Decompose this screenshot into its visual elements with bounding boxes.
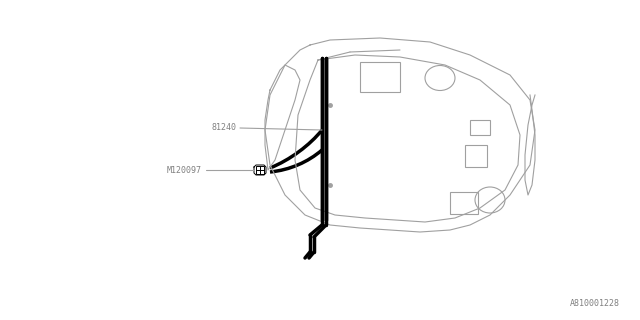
- Bar: [360, 62, 400, 92]
- Text: 81240: 81240: [211, 123, 236, 132]
- Text: A810001228: A810001228: [570, 299, 620, 308]
- Bar: [450, 192, 478, 214]
- Bar: [465, 145, 487, 167]
- Bar: [470, 120, 490, 135]
- Text: M120097: M120097: [167, 165, 202, 174]
- Bar: [256, 166, 264, 174]
